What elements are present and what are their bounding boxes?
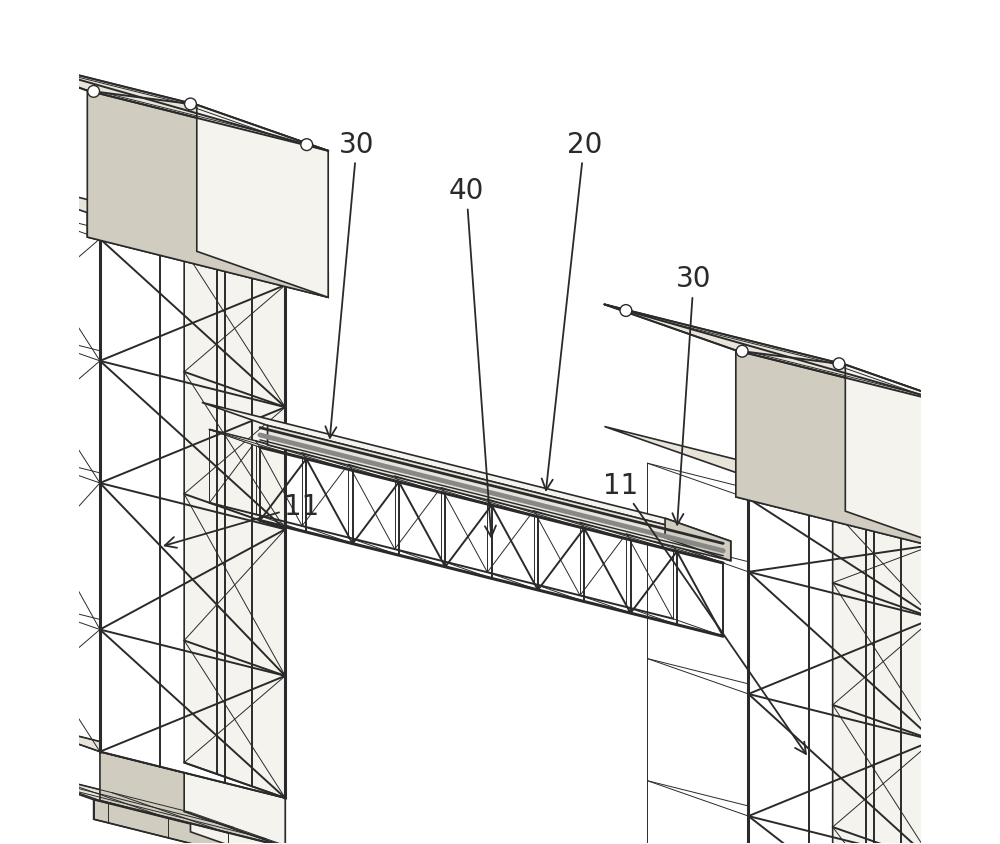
Polygon shape xyxy=(100,240,285,798)
Polygon shape xyxy=(268,426,731,561)
Polygon shape xyxy=(197,228,328,298)
Polygon shape xyxy=(604,305,977,411)
Text: 10: 10 xyxy=(0,843,1,844)
Polygon shape xyxy=(845,487,977,558)
Polygon shape xyxy=(0,46,328,152)
Polygon shape xyxy=(748,499,934,844)
Polygon shape xyxy=(0,759,307,844)
Polygon shape xyxy=(845,365,977,558)
Polygon shape xyxy=(190,812,307,844)
Text: 11: 11 xyxy=(165,492,320,548)
Polygon shape xyxy=(665,518,731,561)
Text: 40: 40 xyxy=(449,176,496,538)
Circle shape xyxy=(736,346,748,358)
Text: 10: 10 xyxy=(0,843,1,844)
Circle shape xyxy=(301,139,313,151)
Circle shape xyxy=(833,359,845,371)
Polygon shape xyxy=(184,251,285,798)
Polygon shape xyxy=(0,167,328,273)
Polygon shape xyxy=(197,106,328,298)
Polygon shape xyxy=(94,800,307,844)
Circle shape xyxy=(949,399,961,411)
Text: 30: 30 xyxy=(325,131,375,438)
Polygon shape xyxy=(0,717,285,798)
Polygon shape xyxy=(736,351,977,558)
Circle shape xyxy=(620,306,632,317)
Circle shape xyxy=(88,86,100,98)
Polygon shape xyxy=(184,763,285,844)
Polygon shape xyxy=(604,427,977,533)
Polygon shape xyxy=(87,214,328,298)
Circle shape xyxy=(185,99,196,111)
Text: 30: 30 xyxy=(672,265,711,525)
Polygon shape xyxy=(87,91,328,298)
Polygon shape xyxy=(202,403,731,542)
Text: 11: 11 xyxy=(603,471,806,754)
Polygon shape xyxy=(833,510,934,844)
Text: 20: 20 xyxy=(542,131,602,490)
Polygon shape xyxy=(736,473,977,558)
Polygon shape xyxy=(100,752,285,844)
Polygon shape xyxy=(209,430,723,563)
